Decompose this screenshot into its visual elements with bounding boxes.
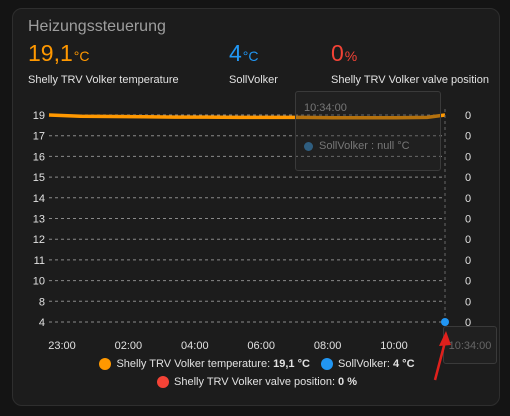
axis-pointer-label: 10:34:00 <box>443 326 497 364</box>
stat-soll-unit: °C <box>242 48 259 64</box>
chart-tooltip: 10:34:00 SollVolker : null °C <box>295 91 441 171</box>
card-title: Heizungssteuerung <box>28 18 166 35</box>
x-tick-label: 04:00 <box>181 340 209 352</box>
legend-temperature-label: Shelly TRV Volker temperature: <box>116 358 271 370</box>
history-card: Heizungssteuerung 19,1°C Shelly TRV Volk… <box>12 8 500 406</box>
y-right-tick-label: 0 <box>465 276 471 288</box>
y-right-tick-label: 0 <box>465 110 471 122</box>
stat-valve-label: Shelly TRV Volker valve position <box>331 74 489 86</box>
y-left-tick-label: 16 <box>33 151 45 163</box>
tooltip-line: SollVolker : null °C <box>304 140 410 152</box>
legend-soll-label: SollVolker: <box>338 358 390 370</box>
legend-temperature-value: 19,1 °C <box>273 358 310 370</box>
x-tick-label: 06:00 <box>247 340 275 352</box>
y-right-tick-label: 0 <box>465 214 471 226</box>
legend-valve-dot <box>157 376 169 388</box>
y-right-tick-label: 0 <box>465 193 471 205</box>
y-right-tick-label: 0 <box>465 317 471 329</box>
y-right-tick-label: 0 <box>465 296 471 308</box>
series-temperature-line <box>48 113 446 120</box>
series-soll-point <box>441 318 449 326</box>
y-left-tick-label: 14 <box>33 193 45 205</box>
legend-temperature[interactable]: Shelly TRV Volker temperature: 19,1 °C <box>99 358 310 370</box>
tooltip-time: 10:34:00 <box>304 102 347 114</box>
legend-soll-value: 4 °C <box>393 358 415 370</box>
legend-temperature-dot <box>99 358 112 370</box>
stat-valve-unit: % <box>344 48 358 64</box>
y-left-tick-label: 13 <box>33 214 45 226</box>
y-left-tick-label: 8 <box>39 296 45 308</box>
stat-soll-value: 4°C <box>229 39 278 70</box>
legend-soll[interactable]: SollVolker: 4 °C <box>321 358 415 370</box>
stat-soll-number: 4 <box>229 40 242 66</box>
legend-valve-value: 0 % <box>338 376 357 388</box>
y-left-tick-label: 19 <box>33 110 45 122</box>
legend-soll-dot <box>321 358 334 370</box>
y-right-tick-label: 0 <box>465 172 471 184</box>
stat-temperature-label: Shelly TRV Volker temperature <box>28 74 179 86</box>
stat-temperature-number: 19,1 <box>28 40 73 66</box>
y-left-tick-label: 12 <box>33 234 45 246</box>
x-tick-label: 02:00 <box>115 340 143 352</box>
y-left-tick-label: 15 <box>33 172 45 184</box>
legend-row-1: Shelly TRV Volker temperature: 19,1 °C S… <box>13 358 501 373</box>
x-tick-label: 23:00 <box>48 340 76 352</box>
y-right-tick-label: 0 <box>465 151 471 163</box>
y-right-tick-label: 0 <box>465 255 471 267</box>
stat-valve-number: 0 <box>331 40 344 66</box>
tooltip-series-dot <box>304 141 313 151</box>
stat-soll-label: SollVolker <box>229 74 278 86</box>
legend-row-2: Shelly TRV Volker valve position: 0 % <box>13 376 501 391</box>
stat-temperature[interactable]: 19,1°C Shelly TRV Volker temperature <box>28 39 179 86</box>
y-left-tick-label: 10 <box>33 276 45 288</box>
stat-valve-value: 0% <box>331 39 489 70</box>
stat-temperature-unit: °C <box>73 48 90 64</box>
x-tick-label: 08:00 <box>314 340 342 352</box>
y-left-tick-label: 4 <box>39 317 45 329</box>
y-left-tick-label: 11 <box>34 255 45 267</box>
stat-valve[interactable]: 0% Shelly TRV Volker valve position <box>331 39 489 86</box>
stat-temperature-value: 19,1°C <box>28 39 179 70</box>
tooltip-line-text: SollVolker : null °C <box>319 140 410 152</box>
y-left-tick-label: 17 <box>33 131 45 143</box>
legend-valve-label: Shelly TRV Volker valve position: <box>174 376 336 388</box>
stat-soll[interactable]: 4°C SollVolker <box>229 39 278 86</box>
x-tick-label: 10:00 <box>380 340 408 352</box>
y-right-tick-label: 0 <box>465 131 471 143</box>
y-right-tick-label: 0 <box>465 234 471 246</box>
history-chart[interactable]: 19 0 17 0 16 0 15 0 14 0 13 0 12 0 11 0 10 0 8 0 4 0 23:00 02:0… <box>13 9 501 407</box>
legend-valve[interactable]: Shelly TRV Volker valve position: 0 % <box>157 376 357 388</box>
